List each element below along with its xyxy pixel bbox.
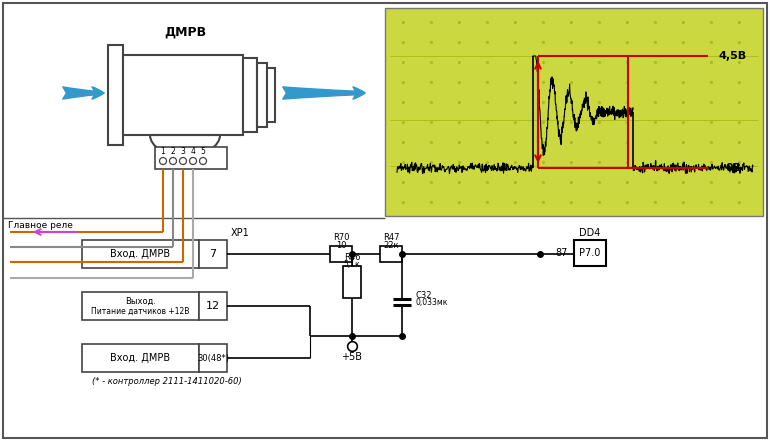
Circle shape: [169, 157, 176, 164]
Bar: [243, 58, 257, 132]
Circle shape: [179, 157, 186, 164]
Text: 0,033мк: 0,033мк: [415, 299, 447, 307]
Text: R47: R47: [383, 233, 400, 243]
Bar: [155, 147, 227, 169]
Circle shape: [199, 157, 206, 164]
Bar: [330, 246, 352, 262]
Text: 5,1к: 5,1к: [343, 261, 360, 269]
Bar: [82, 240, 199, 268]
Text: Выход.: Выход.: [125, 296, 156, 306]
Text: 12: 12: [206, 301, 220, 311]
Text: 87: 87: [556, 248, 568, 258]
Text: +5В: +5В: [342, 352, 363, 362]
Text: 0В: 0В: [725, 163, 741, 173]
Text: Вход. ДМРВ: Вход. ДМРВ: [110, 353, 171, 363]
Text: (* - контроллер 2111-1411020-60): (* - контроллер 2111-1411020-60): [92, 377, 242, 386]
Circle shape: [189, 157, 196, 164]
Bar: [199, 292, 227, 320]
Polygon shape: [270, 8, 385, 216]
Text: 1: 1: [161, 146, 166, 156]
Text: 4,5В: 4,5В: [719, 51, 747, 61]
Text: R70: R70: [333, 233, 350, 243]
Bar: [123, 55, 243, 135]
Text: 2: 2: [171, 146, 176, 156]
Bar: [267, 68, 275, 122]
Bar: [108, 45, 123, 145]
Text: C32: C32: [415, 291, 431, 299]
Text: 5: 5: [200, 146, 206, 156]
Bar: [257, 63, 267, 127]
Text: Вход. ДМРВ: Вход. ДМРВ: [110, 249, 171, 259]
Text: ДМРВ: ДМРВ: [164, 26, 206, 38]
Bar: [343, 266, 361, 298]
Text: P7.0: P7.0: [579, 248, 601, 258]
Text: 22к: 22к: [383, 240, 399, 250]
Text: Питание датчиков +12В: Питание датчиков +12В: [92, 306, 189, 315]
Bar: [385, 8, 763, 216]
Text: 4: 4: [190, 146, 196, 156]
Bar: [199, 240, 227, 268]
Text: Главное реле: Главное реле: [8, 220, 73, 229]
Text: 10: 10: [336, 240, 347, 250]
Text: 3: 3: [180, 146, 186, 156]
Text: 7: 7: [209, 249, 216, 259]
Text: 30(48*): 30(48*): [197, 354, 229, 363]
Text: ХР1: ХР1: [231, 228, 249, 238]
Bar: [199, 344, 227, 372]
Text: R46: R46: [343, 254, 360, 262]
Bar: [82, 344, 199, 372]
Circle shape: [159, 157, 166, 164]
Bar: [82, 292, 199, 320]
Text: DD4: DD4: [579, 228, 601, 238]
Bar: [380, 246, 402, 262]
Bar: [574, 240, 606, 266]
